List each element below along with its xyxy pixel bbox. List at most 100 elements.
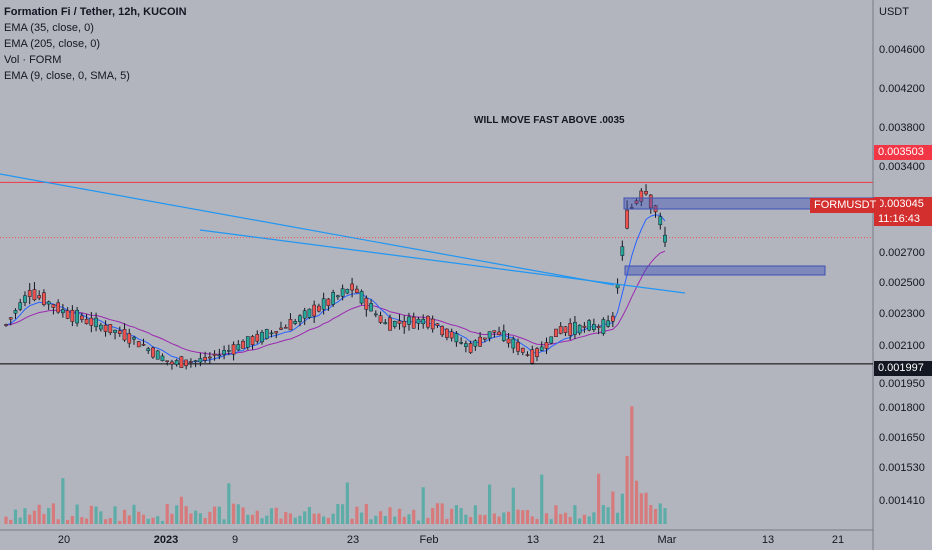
volume-bar [483,515,487,524]
candle-body [184,359,189,367]
time-tick-label: 13 [762,534,774,546]
candle-body [539,346,544,351]
candle-body [61,309,65,314]
current-price-label: 0.003045 [874,197,932,212]
volume-bar [454,505,458,524]
candle-body [596,326,601,329]
indicator-volume[interactable]: Vol · FORM [4,54,62,66]
ema-slow-line [5,250,666,355]
candle-body [89,317,94,326]
price-tick-label: 0.001650 [879,432,925,444]
volume-bar [469,516,473,524]
candle-body [193,360,198,362]
candle-body [132,337,136,340]
volume-bar [611,491,615,524]
volume-bar [208,511,212,524]
candle-body [37,295,42,299]
volume-bar [563,512,568,524]
volume-bar [279,518,283,524]
volume-bar [265,515,269,524]
volume-bar [554,505,558,524]
volume-bar [70,515,74,524]
volume-bar [393,516,397,524]
volume-bar [303,511,307,524]
candle-body [364,297,369,310]
volume-bar [364,503,368,524]
candle-body [644,191,648,195]
candle-body [573,321,577,335]
indicator-ema-205[interactable]: EMA (205, close, 0) [4,38,100,50]
volume-bar [103,519,108,524]
volume-bar [649,505,653,524]
volume-bar [402,516,406,524]
candle-body [407,316,411,325]
candle-body [648,194,653,209]
candle-body [459,342,463,344]
candle-body [454,333,459,343]
volume-bar [184,506,188,524]
volume-bar [383,515,387,524]
volume-bar [165,503,169,524]
candle-body [302,310,307,319]
candle-body [392,321,397,327]
time-tick-label: 21 [832,534,844,546]
candle-body [165,360,170,362]
volume-bar [388,507,392,524]
candle-body [520,347,525,353]
price-tick-label: 0.003800 [879,122,925,134]
volume-bar [189,513,193,524]
volume-bar [61,478,65,524]
volume-bar [374,515,378,524]
candle-body [544,342,549,349]
candle-body [634,200,639,204]
price-tick-label: 0.001530 [879,462,925,474]
volume-bar [440,503,444,524]
volume-bar [416,520,421,524]
candle-body [615,284,620,289]
volume-bar [80,517,84,524]
volume-bar [359,512,364,524]
symbol-title[interactable]: Formation Fi / Tether, 12h, KUCOIN [4,6,187,18]
volume-bar [459,507,463,524]
volume-bar [56,519,60,524]
candle-body [373,313,378,316]
time-tick-label: Feb [420,534,439,546]
candle-body [75,309,79,324]
volume-bar [307,506,312,524]
countdown-label: 11:16:43 [874,212,932,226]
volume-bar [274,507,278,524]
candle-body [516,341,520,352]
candle-body [530,349,535,364]
candle-body [236,344,241,351]
volume-bar [113,506,117,524]
candle-body [288,319,293,331]
volume-bar [246,514,250,524]
annotation-text[interactable]: WILL MOVE FAST ABOVE .0035 [474,115,625,126]
candle-body [122,329,127,341]
candle-body [383,322,388,325]
volume-bar [397,508,402,524]
volume-bar [345,482,349,524]
volume-bar [445,518,449,524]
volume-bar [639,493,643,524]
candle-body [103,324,108,332]
symbol-price-badge: FORMUSDT [810,198,881,213]
volume-bar [431,507,435,524]
candle-body [27,290,32,297]
candle-body [464,343,468,347]
candle-body [113,329,117,333]
candle-body [51,304,56,308]
volume-bar [156,516,160,524]
time-tick-label: Mar [658,534,677,546]
candle-body [549,336,554,344]
indicator-ema-9[interactable]: EMA (9, close, 0, SMA, 5) [4,70,130,82]
candle-body [269,332,274,335]
volume-bar [47,507,51,524]
candle-body [378,315,383,323]
volume-bar [32,510,37,524]
indicator-ema-35[interactable]: EMA (35, close, 0) [4,22,94,34]
candle-body [625,209,629,229]
volume-bar [478,514,482,524]
